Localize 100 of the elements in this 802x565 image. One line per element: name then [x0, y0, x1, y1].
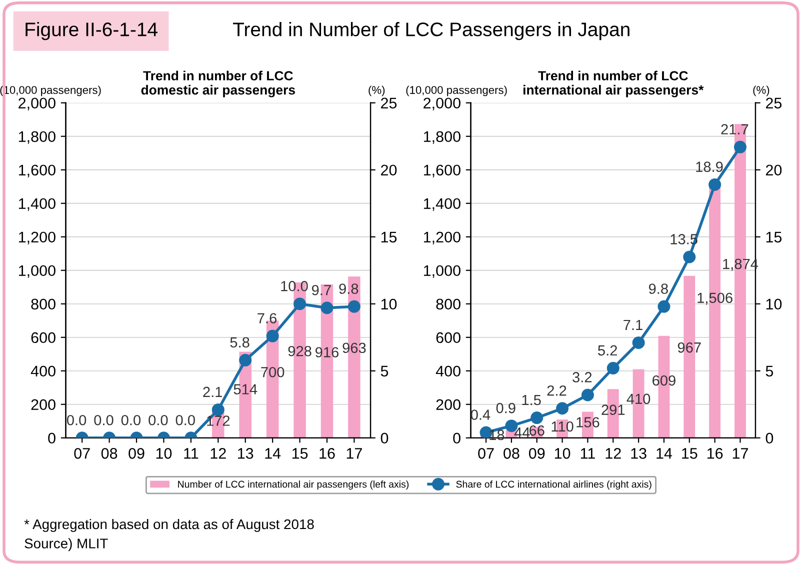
source-note: Source) MLIT: [24, 538, 108, 552]
data-label: 7.1: [624, 320, 642, 330]
point: [530, 412, 544, 424]
x-tick-label: 15: [292, 448, 308, 459]
x-tick-label: 14: [656, 448, 672, 459]
legend-label: Share of LCC international airlines (right axis): [456, 480, 652, 490]
data-label: 0.0: [176, 414, 195, 426]
x-tick-label: 17: [346, 448, 362, 459]
legend-label: Number of LCC international air passengers (left axis): [178, 480, 409, 490]
y2-tick-label: 20: [381, 164, 397, 176]
data-label: 1,506: [698, 292, 732, 305]
data-label: 291: [602, 404, 625, 415]
point: [708, 178, 722, 191]
x-tick-label: 16: [320, 448, 335, 459]
x-tick-label: 09: [528, 448, 545, 459]
y-tick-label: 200: [31, 399, 56, 410]
x-tick-label: 12: [606, 448, 621, 459]
x-tick-label: 15: [682, 448, 698, 459]
y2-tick-label: 25: [766, 98, 782, 109]
point: [556, 402, 569, 415]
y-tick-label: 1,200: [18, 232, 56, 244]
y2-tick-label: 10: [766, 298, 782, 310]
y-tick-label: 600: [436, 332, 460, 344]
y-tick-label: 2,000: [424, 98, 460, 110]
point: [683, 250, 696, 264]
y2-tick-label: 0: [380, 432, 388, 444]
y2-tick-label: 5: [380, 366, 388, 377]
text: Figure II-6-1-14: [26, 22, 158, 40]
point: [320, 302, 334, 314]
data-label: 609: [652, 375, 676, 386]
x-tick-label: 07: [478, 448, 494, 459]
y-tick-label: 0: [48, 432, 56, 444]
data-label: 514: [234, 384, 258, 394]
point: [239, 354, 252, 366]
data-label: 967: [678, 342, 701, 353]
y-tick-label: 600: [31, 332, 56, 344]
y-tick-label: 400: [30, 366, 56, 377]
point: [581, 388, 594, 402]
x-tick-label: 08: [504, 448, 520, 459]
y2-tick-label: 0: [766, 432, 774, 444]
x-tick-label: 13: [631, 448, 646, 459]
x-tick-label: 12: [210, 448, 226, 459]
x-tick-label: 07: [74, 448, 90, 459]
data-label: 18.9: [696, 162, 723, 172]
data-label: 928: [288, 346, 312, 356]
x-tick-label: 13: [238, 448, 254, 459]
data-label: 916: [316, 347, 339, 358]
y2-tick-label: 25: [381, 98, 397, 109]
data-label: 2.2: [547, 385, 566, 396]
y-tick-label: 1,000: [424, 265, 460, 278]
y2-axis-title: (%): [753, 86, 770, 96]
y2-tick-label: 5: [766, 366, 774, 377]
y-tick-label: 1,200: [424, 232, 460, 244]
chart-title: Trend in number of LCC domestic air passengers: [141, 70, 295, 98]
data-label: 0.0: [148, 414, 168, 426]
y-tick-label: 200: [436, 399, 460, 410]
point: [658, 300, 670, 313]
data-label: 700: [261, 366, 284, 378]
y-axis-title: (10,000 passengers): [406, 86, 507, 96]
data-label: 410: [626, 394, 650, 404]
x-tick-label: 11: [580, 448, 595, 459]
y-tick-label: 400: [436, 366, 460, 377]
x-tick-label: 16: [707, 448, 723, 459]
data-label: 0.0: [66, 414, 86, 426]
data-label: 2.1: [203, 386, 222, 397]
data-label: 66: [530, 425, 544, 436]
x-tick-label: 10: [156, 448, 172, 459]
data-label: 7.6: [258, 313, 277, 324]
data-label: 21.7: [721, 124, 748, 134]
x-tick-label: 08: [101, 448, 118, 459]
x-tick-label: 17: [732, 448, 748, 459]
x-tick-label: 09: [128, 448, 144, 459]
y-tick-label: 1,600: [18, 164, 56, 178]
data-label: 156: [576, 417, 600, 428]
y2-axis-title: (%): [368, 86, 385, 96]
chart-title: Trend in number of LCC international air passengers*: [523, 70, 704, 98]
y-tick-label: 1,800: [18, 131, 56, 144]
y-tick-label: 1,800: [424, 131, 460, 144]
data-label: 110: [552, 421, 574, 432]
data-label: 3.2: [572, 372, 592, 382]
data-label: 0.9: [496, 402, 516, 414]
x-tick-label: 14: [265, 448, 281, 459]
y-tick-label: 1,400: [424, 198, 460, 211]
point: [294, 298, 306, 310]
y-tick-label: 1,000: [18, 265, 56, 278]
data-label: 5.8: [230, 337, 250, 348]
y2-tick-label: 20: [766, 164, 782, 176]
point: [734, 140, 746, 154]
y-axis-title: (10,000 passengers): [0, 86, 101, 96]
y-tick-label: 800: [436, 298, 460, 310]
y2-tick-label: 15: [766, 232, 782, 243]
data-label: 44: [514, 428, 530, 438]
text: * Aggregation based on data as of August 2018: [24, 518, 314, 532]
data-label: 9.8: [648, 284, 668, 294]
point: [266, 330, 279, 342]
y2-tick-label: 15: [381, 232, 397, 243]
point: [632, 336, 645, 349]
data-label: 963: [342, 342, 366, 354]
data-label: 1.5: [522, 394, 541, 406]
y-tick-label: 0: [453, 432, 460, 444]
